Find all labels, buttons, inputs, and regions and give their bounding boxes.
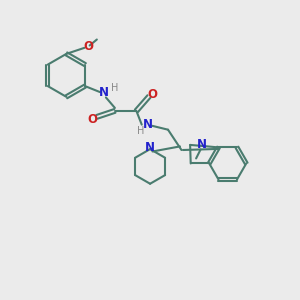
Text: O: O (88, 113, 98, 126)
Text: O: O (148, 88, 158, 101)
Text: O: O (83, 40, 93, 53)
Text: N: N (145, 141, 155, 154)
Text: H: H (137, 126, 145, 136)
Text: N: N (143, 118, 153, 131)
Text: N: N (98, 85, 109, 99)
Text: N: N (196, 138, 206, 151)
Text: H: H (111, 83, 118, 93)
